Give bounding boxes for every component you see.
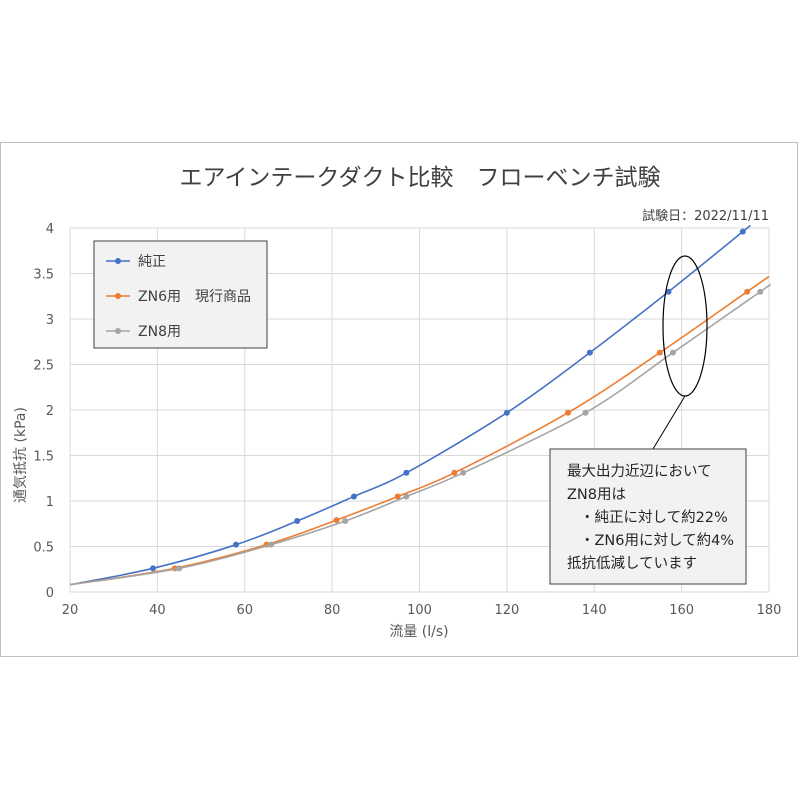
y-tick-label: 2 [46,404,54,419]
x-tick-label: 60 [236,603,253,618]
y-tick-label: 1.5 [33,450,54,465]
data-point [460,469,467,476]
data-point [586,349,593,356]
data-point [669,349,676,356]
legend-label: ZN6用 現行商品 [138,289,251,305]
flow-bench-chart: エアインテークダクト比較 フローベンチ試験 試験日：2022/11/11 0 0.… [13,165,781,640]
x-tick-label: 140 [582,603,607,618]
annotation-box: 最大出力近辺において ZN8用は・純正に対して約22% ・ZN6用に対して約4% 抵抗… [549,448,747,585]
data-point [267,541,274,548]
data-point [294,518,301,525]
data-point [757,288,764,295]
y-axis-label: 通気抵抗 (kPa) [13,407,29,503]
y-tick-label: 2.5 [33,359,54,374]
x-tick-label: 80 [324,603,341,618]
data-point [565,409,572,416]
annotation-line: ZN8用は [567,487,626,503]
legend-label: ZN8用 [138,324,181,340]
callout-line [652,395,686,450]
x-tick-label: 180 [757,603,782,618]
chart-frame: エアインテークダクト比較 フローベンチ試験 試験日：2022/11/11 0 0.… [0,142,798,657]
series-line [69,225,751,586]
legend-label: 純正 [138,254,166,270]
data-point [342,518,349,525]
x-tick-label: 120 [494,603,519,618]
data-point [403,493,410,500]
highlight-ellipse [662,255,708,397]
legend-swatch-marker [115,328,121,334]
x-tick-label: 160 [669,603,694,618]
x-tick-label: 100 [407,603,432,618]
y-tick-label: 0 [46,586,54,601]
data-point [665,288,672,295]
data-point [350,493,357,500]
annotation-line: 最大出力近辺において [567,463,712,480]
legend-box [93,240,268,349]
x-axis-label: 流量 (l/s) [389,624,448,640]
annotation-line: 抵抗低減しています [567,555,697,572]
annotation-background [549,448,747,585]
annotation-line: ・ZN6用に対して約4% [580,532,734,549]
data-point [333,517,340,524]
data-point [744,288,751,295]
series-line [69,284,771,586]
data-point [176,565,183,572]
chart-title: エアインテークダクト比較 フローベンチ試験 [180,165,661,191]
data-point [394,493,401,500]
data-point [451,469,458,476]
y-tick-label: 1 [46,495,54,510]
legend-swatch-marker [115,258,121,264]
data-point [739,228,746,235]
legend: 純正 ZN6用 現行商品 ZN8用 [93,240,268,349]
tick-labels: 0 0.5 1 1.5 2 2.5 3 3.5 4 20 40 60 80 100 120 140 160 180 [33,222,781,618]
y-tick-label: 4 [46,222,54,237]
series-layer [69,225,771,586]
data-point [403,469,410,476]
data-point [233,541,240,548]
series-line [69,275,770,586]
data-point [503,409,510,416]
data-point [656,349,663,356]
test-date: 試験日：2022/11/11 [642,208,769,224]
data-point [582,409,589,416]
legend-swatch-marker [115,293,121,299]
data-point [150,565,157,572]
y-tick-label: 0.5 [33,541,54,556]
y-tick-label: 3.5 [33,268,54,283]
y-tick-label: 3 [46,313,54,328]
x-tick-label: 20 [62,603,79,618]
annotation-line: ・純正に対して約22% [580,509,728,526]
x-tick-label: 40 [149,603,166,618]
